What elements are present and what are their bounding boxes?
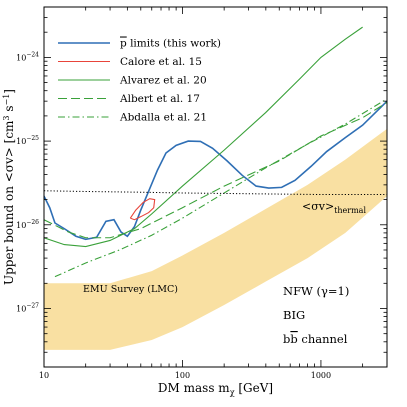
legend-label: Alvarez et al. 20 bbox=[119, 75, 207, 87]
annotations-layer: <σv>thermal EMU Survey (LMC) NFW (γ=1) BIG b… bbox=[83, 200, 366, 346]
axes-layer: 10 100 1000 10−27 10−26 10−25 10−24 DM mass mχ … bbox=[2, 6, 388, 397]
band-emu-survey bbox=[44, 128, 387, 350]
legend-item-calore: Calore et al. 15 bbox=[58, 56, 202, 68]
legend-item-pbar: p limits (this work) bbox=[58, 38, 221, 50]
y-tick-label: 10−27 bbox=[16, 302, 39, 313]
legend-item-alvarez: Alvarez et al. 20 bbox=[58, 75, 207, 87]
series-pbar-limits bbox=[44, 100, 387, 241]
series-albert bbox=[44, 101, 387, 239]
legend-item-albert: Albert et al. 17 bbox=[58, 93, 200, 105]
series-calore bbox=[129, 198, 156, 221]
profile-label: NFW (γ=1) bbox=[283, 284, 349, 298]
legend-label: Calore et al. 15 bbox=[120, 56, 202, 68]
y-tick-label: 10−24 bbox=[16, 51, 39, 62]
x-tick-label: 1000 bbox=[311, 371, 331, 380]
legend-label: p limits (this work) bbox=[120, 38, 221, 50]
y-axis-title: Upper bound on <σv> [cm3 s−1] bbox=[2, 89, 16, 285]
series-abdalla bbox=[54, 98, 387, 278]
legend-label: Albert et al. 17 bbox=[119, 93, 200, 105]
x-axis-title: DM mass mχ [GeV] bbox=[158, 381, 273, 397]
legend: p limits (this work) Calore et al. 15 Alva… bbox=[58, 38, 221, 124]
x-tick-label: 100 bbox=[175, 371, 190, 380]
bands-layer bbox=[44, 128, 387, 350]
legend-label: Abdalla et al. 21 bbox=[119, 112, 207, 124]
thermal-label: <σv>thermal bbox=[302, 200, 366, 215]
series-thermal bbox=[44, 190, 387, 196]
x-tick-label: 10 bbox=[39, 371, 49, 380]
y-tick-label: 10−25 bbox=[16, 135, 39, 146]
plot-frame bbox=[43, 6, 388, 368]
propagation-label: BIG bbox=[283, 308, 305, 322]
series-layer bbox=[44, 26, 387, 278]
band-label: EMU Survey (LMC) bbox=[83, 284, 178, 295]
channel-label: bb channel bbox=[283, 332, 348, 346]
legend-item-abdalla: Abdalla et al. 21 bbox=[58, 112, 207, 124]
series-alvarez bbox=[44, 26, 363, 248]
y-tick-label: 10−26 bbox=[16, 219, 39, 230]
